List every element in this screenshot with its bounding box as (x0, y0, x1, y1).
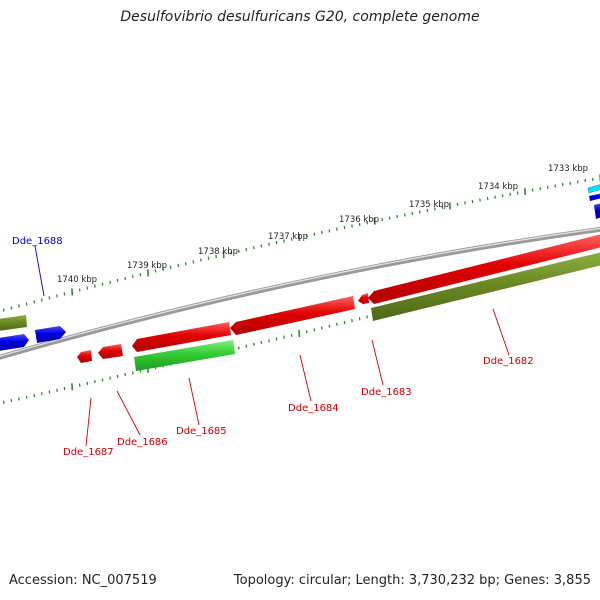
scale-label-1739kbp: 1739 kbp (127, 261, 167, 271)
leader-dde-1687 (85, 397, 92, 447)
cds-dde-1685 (132, 322, 231, 352)
cds-dde-1682 (368, 234, 600, 304)
cds-dde-1688 (35, 326, 66, 343)
backbone-inner (0, 227, 600, 357)
leader-dde-1682 (492, 308, 510, 356)
green-feature (134, 340, 235, 371)
cyan-feature (587, 184, 600, 194)
accession-text: Accession: NC_007519 (9, 573, 157, 588)
scale-label-1734kbp: 1734 kbp (478, 182, 518, 192)
label-dde-1687: Dde_1687 (63, 447, 114, 458)
scale-label-1736kbp: 1736 kbp (339, 215, 379, 225)
label-dde-1682: Dde_1682 (483, 356, 534, 367)
label-dde-1683: Dde_1683 (361, 387, 412, 398)
map-title: Desulfovibrio desulfuricans G20, complet… (120, 9, 480, 25)
leader-dde-1686 (116, 390, 141, 436)
genome-summary-text: Topology: circular; Length: 3,730,232 bp… (233, 573, 591, 588)
label-dde-1686: Dde_1686 (117, 437, 168, 448)
olive-feature-right (371, 252, 600, 321)
scale-label-1738kbp: 1738 kbp (198, 247, 238, 257)
cds-dde-1683 (358, 293, 369, 304)
olive-feature-left-edge (0, 315, 27, 331)
cds-dde-1687 (77, 350, 92, 363)
cds-dde-1684 (230, 296, 355, 335)
reverse-cds-left-edge (0, 334, 29, 351)
leader-dde-1688 (34, 245, 45, 297)
scale-label-1740kbp: 1740 kbp (57, 275, 97, 285)
cds-dde-1686 (98, 344, 123, 359)
reverse-cds-top-right-1 (589, 193, 600, 201)
leader-dde-1685 (188, 377, 200, 426)
label-dde-1684: Dde_1684 (288, 403, 339, 414)
scale-label-1733kbp: 1733 kbp (548, 164, 588, 174)
leader-dde-1683 (371, 339, 384, 386)
reverse-cds-top-right-2 (594, 203, 600, 219)
leader-dde-1684 (299, 354, 312, 402)
upper-scale-ticks (2, 174, 600, 312)
label-dde-1685: Dde_1685 (176, 426, 227, 437)
backbone-outer (0, 226, 600, 360)
label-dde-1688: Dde_1688 (12, 236, 63, 247)
scale-label-1737kbp: 1737 kbp (268, 232, 308, 242)
scale-label-1735kbp: 1735 kbp (409, 200, 449, 210)
